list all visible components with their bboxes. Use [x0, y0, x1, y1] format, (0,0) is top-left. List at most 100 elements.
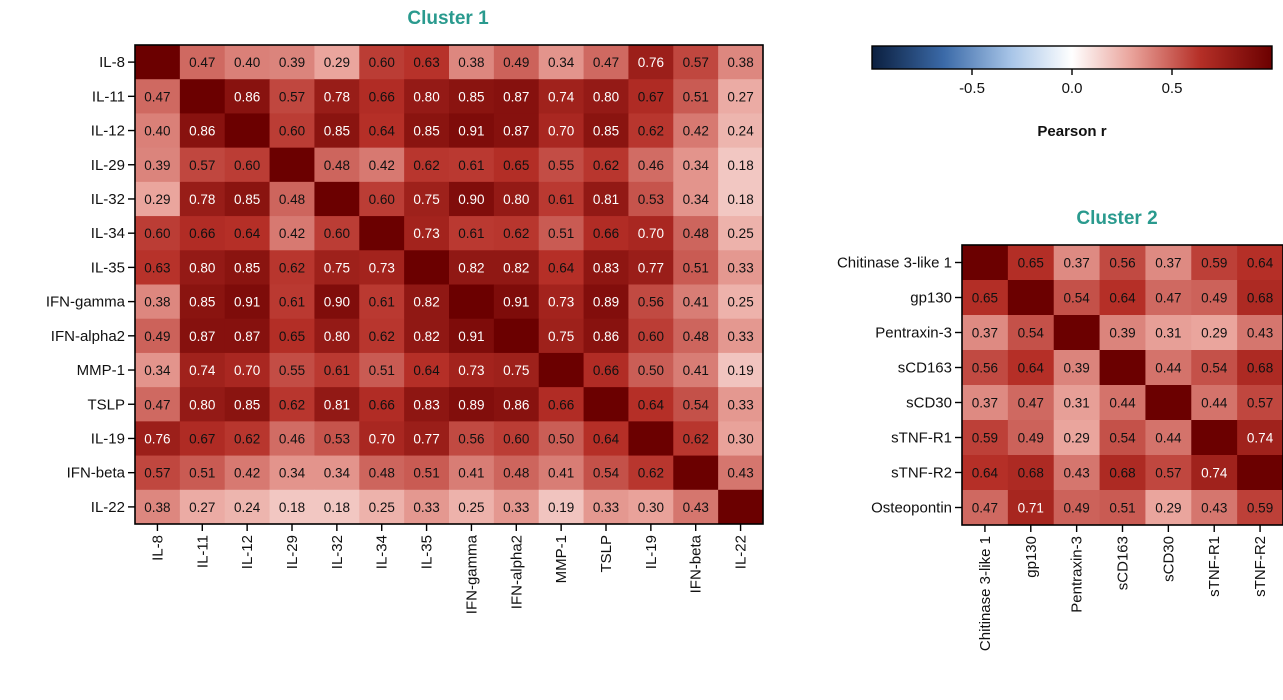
row-tick-label: sCD163	[898, 360, 952, 377]
cell-value-label: 0.43	[1247, 326, 1273, 341]
cell-7-0	[135, 284, 181, 320]
cell-value-label: 0.82	[503, 260, 529, 275]
colorbar-label: Pearson r	[1037, 123, 1106, 140]
cell-6-11	[628, 250, 674, 285]
cell-1-5	[359, 79, 405, 114]
cluster1-col-labels: IL-8 IL-11 IL-12 IL-29 IL-32 IL-34 IL-35 IFN-ga…	[149, 524, 750, 614]
cell-4-7	[449, 181, 495, 217]
cell-value-label: 0.63	[413, 55, 439, 70]
cell-3-11	[628, 147, 674, 183]
cluster2-frame	[961, 244, 1283, 526]
cell-9-12	[673, 352, 719, 388]
cell-10-11	[628, 387, 674, 422]
cell-value-label: 0.33	[413, 500, 439, 515]
cell-3-10	[583, 147, 629, 183]
cell-value-label: 0.43	[1064, 466, 1090, 481]
cell-value-label: 0.80	[324, 329, 350, 344]
cell-6-5	[359, 250, 405, 285]
col-tick-label: IL-22	[733, 535, 750, 569]
cell-7-5	[1191, 490, 1238, 526]
cell-value-label: 0.77	[638, 260, 664, 275]
cell-11-0	[135, 421, 181, 457]
cell-5-1	[179, 216, 226, 251]
cell-value-label: 0.73	[369, 260, 395, 275]
cell-6-5	[1191, 455, 1238, 491]
cell-1-1	[1007, 280, 1055, 316]
cell-10-1	[179, 387, 226, 422]
cell-7-12	[673, 284, 719, 320]
col-tick-label: Chitinase 3-like 1	[977, 536, 994, 651]
cell-12-9	[538, 455, 585, 491]
cluster1-frame	[134, 44, 764, 525]
cell-value-label: 0.80	[503, 192, 529, 207]
cell-value-label: 0.56	[1109, 256, 1135, 271]
cell-value-label: 0.44	[1109, 396, 1136, 411]
cell-4-10	[583, 181, 629, 217]
cell-9-3	[269, 352, 315, 388]
cell-3-8	[493, 147, 540, 183]
cell-0-10	[583, 45, 629, 80]
cell-value-label: 0.53	[324, 431, 350, 446]
cell-6-2	[224, 250, 271, 285]
cell-6-4	[314, 250, 360, 285]
cell-value-label: 0.64	[1109, 291, 1136, 306]
cell-value-label: 0.76	[144, 431, 170, 446]
cell-11-10	[583, 421, 629, 457]
cell-12-1	[179, 455, 226, 491]
cell-11-1	[179, 421, 226, 457]
cell-10-9	[538, 387, 585, 422]
cell-2-6	[404, 113, 450, 149]
cell-11-8	[493, 421, 540, 457]
cell-value-label: 0.61	[548, 192, 574, 207]
cell-9-4	[314, 352, 360, 388]
cell-0-1	[1007, 245, 1055, 281]
cell-value-label: 0.47	[189, 55, 215, 70]
cluster1-cells: 0.47 0.40 0.39 0.29 0.60 0.63 0.38 0.49 0.34 0.47…	[135, 45, 764, 525]
cell-10-5	[359, 387, 405, 422]
cell-3-9	[538, 147, 585, 183]
cell-value-label: 0.62	[683, 431, 709, 446]
cell-value-label: 0.29	[1155, 501, 1181, 516]
cell-value-label: 0.62	[369, 329, 395, 344]
cell-value-label: 0.39	[1109, 326, 1135, 341]
cell-2-7	[449, 113, 495, 149]
cell-5-3	[269, 216, 315, 251]
cell-value-label: 0.34	[683, 158, 710, 173]
cell-value-label: 0.68	[1247, 361, 1273, 376]
cell-4-13	[718, 181, 764, 217]
cell-12-13	[718, 455, 764, 491]
cell-5-5	[1191, 420, 1238, 456]
cell-13-10	[583, 489, 629, 525]
cell-value-label: 0.87	[503, 124, 529, 139]
cell-value-label: 0.47	[1018, 396, 1044, 411]
cell-9-6	[404, 352, 450, 388]
cell-4-0	[135, 181, 181, 217]
cell-value-label: 0.39	[1064, 361, 1090, 376]
cell-3-0	[962, 350, 1009, 386]
cell-value-label: 0.78	[189, 192, 215, 207]
cell-value-label: 0.90	[458, 192, 484, 207]
colorbar-tick-label: -0.5	[959, 80, 985, 97]
cell-6-10	[583, 250, 629, 285]
cell-value-label: 0.85	[234, 260, 260, 275]
cell-5-5	[359, 216, 405, 251]
cell-value-label: 0.37	[972, 396, 998, 411]
cell-7-5	[359, 284, 405, 320]
cell-value-label: 0.51	[683, 89, 709, 104]
cell-value-label: 0.33	[727, 397, 753, 412]
cell-0-2	[1053, 245, 1101, 281]
cell-10-7	[449, 387, 495, 422]
cell-7-11	[628, 284, 674, 320]
cell-11-9	[538, 421, 585, 457]
cell-1-2	[1053, 280, 1101, 316]
cell-0-9	[538, 45, 585, 80]
cell-10-0	[135, 387, 181, 422]
cell-13-2	[224, 489, 271, 525]
cell-value-label: 0.64	[638, 397, 665, 412]
row-tick-label: Osteopontin	[871, 500, 952, 517]
cell-value-label: 0.40	[144, 124, 170, 139]
cell-10-3	[269, 387, 315, 422]
cell-2-9	[538, 113, 585, 149]
cell-value-label: 0.56	[638, 295, 664, 310]
cell-value-label: 0.66	[189, 226, 215, 241]
